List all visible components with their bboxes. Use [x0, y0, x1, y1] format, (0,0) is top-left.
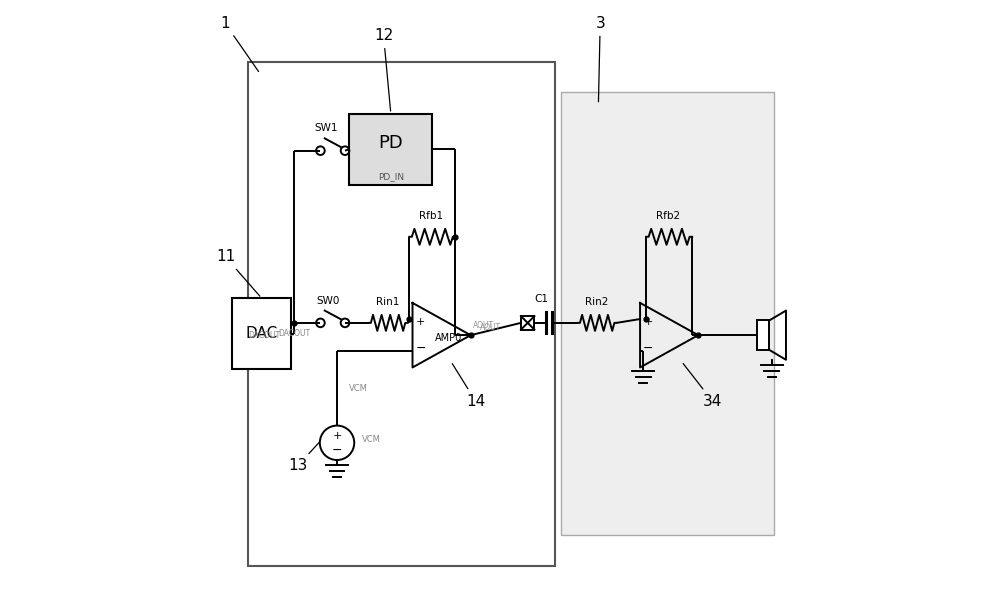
Text: DACOUT: DACOUT — [249, 331, 281, 339]
Text: 1: 1 — [220, 15, 259, 71]
Text: PD: PD — [378, 135, 403, 153]
Text: AOUT: AOUT — [472, 322, 494, 330]
Bar — [521, 316, 534, 330]
Text: 13: 13 — [288, 442, 320, 474]
Text: AMP0: AMP0 — [435, 333, 463, 343]
Text: 34: 34 — [683, 363, 722, 409]
Text: Rfb1: Rfb1 — [419, 211, 443, 221]
Text: C1: C1 — [535, 295, 549, 304]
Text: +: + — [643, 317, 653, 327]
Text: Rin1: Rin1 — [376, 297, 400, 307]
Text: 3: 3 — [595, 15, 605, 101]
Text: VCM: VCM — [362, 435, 380, 444]
Text: +: + — [416, 317, 425, 327]
Text: −: − — [643, 341, 653, 355]
Bar — [232, 298, 291, 369]
Text: 12: 12 — [374, 28, 393, 111]
Text: Rin2: Rin2 — [585, 297, 609, 307]
Text: 14: 14 — [452, 363, 485, 409]
Text: 11: 11 — [216, 249, 260, 296]
Bar — [561, 92, 774, 535]
Bar — [349, 114, 432, 184]
Text: SW0: SW0 — [316, 296, 339, 306]
Text: Rfb2: Rfb2 — [656, 211, 680, 221]
Text: PD_IN: PD_IN — [378, 173, 404, 181]
Text: DACOUT: DACOUT — [278, 330, 310, 338]
Text: SW1: SW1 — [315, 124, 338, 133]
Bar — [757, 320, 769, 350]
Text: +: + — [332, 431, 342, 441]
Bar — [248, 62, 555, 566]
Text: −: − — [415, 341, 426, 355]
Text: DAC: DAC — [246, 326, 278, 341]
Text: −: − — [332, 444, 342, 457]
Text: AOUT: AOUT — [480, 323, 501, 332]
Text: VCM: VCM — [349, 384, 368, 393]
